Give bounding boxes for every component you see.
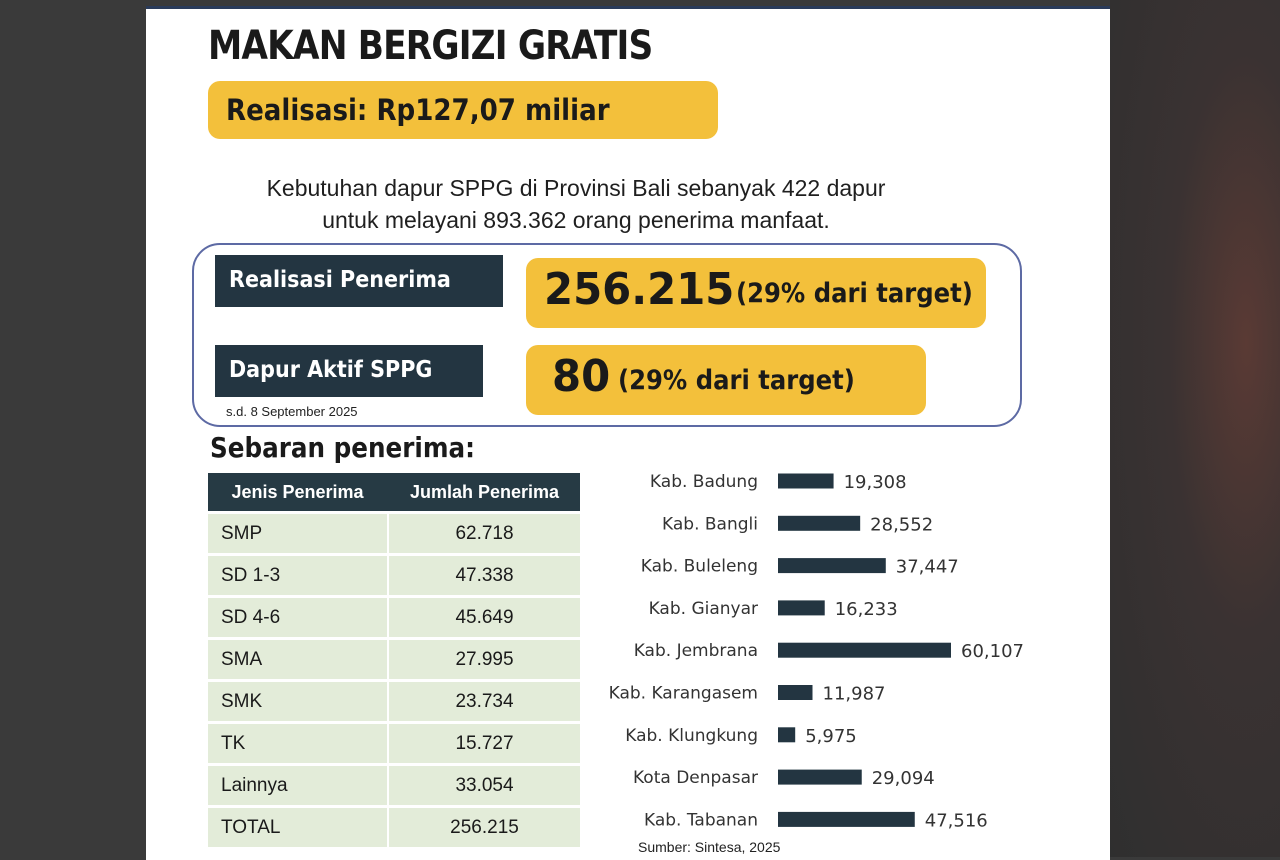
cell-jumlah: 47.338 — [389, 556, 580, 595]
value-label: 5,975 — [805, 726, 857, 747]
table-row-total: TOTAL 256.215 — [208, 808, 580, 847]
dapur-pct: (29% dari target) — [618, 365, 855, 396]
category-label: Kab. Karangasem — [609, 684, 758, 704]
bar — [778, 600, 825, 616]
table-row: SMP 62.718 — [208, 514, 580, 553]
cell-jenis: Lainnya — [208, 766, 387, 805]
penerima-table: Jenis Penerima Jumlah Penerima SMP 62.71… — [208, 473, 580, 847]
cell-jumlah: 256.215 — [389, 808, 580, 847]
cell-jenis: SD 1-3 — [208, 556, 387, 595]
cell-jumlah: 15.727 — [389, 724, 580, 763]
value-label: 19,308 — [844, 472, 907, 493]
cell-jumlah: 23.734 — [389, 682, 580, 721]
penerima-label: Realisasi Penerima — [229, 267, 451, 293]
value-label: 28,552 — [870, 514, 933, 535]
bar — [778, 685, 813, 700]
source-note: Sumber: Sintesa, 2025 — [638, 839, 781, 855]
value-label: 11,987 — [823, 684, 886, 705]
bar — [778, 769, 862, 785]
region-bar-chart: Kab. Badung 19,308 Kab. Bangli 28,552 Kab. B… — [609, 472, 1024, 831]
bar — [778, 515, 861, 531]
table-row: Lainnya 33.054 — [208, 766, 580, 805]
cell-jumlah: 27.995 — [389, 640, 580, 679]
cell-jumlah: 62.718 — [389, 514, 580, 553]
table-header: Jenis Penerima Jumlah Penerima — [208, 473, 580, 511]
realisasi-text: Realisasi: Rp127,07 miliar — [226, 93, 610, 127]
table-row: SMK 23.734 — [208, 682, 580, 721]
penerima-value-box: 256.215 (29% dari target) — [526, 258, 986, 328]
dapur-value: 80 — [552, 351, 611, 402]
description-line-1: Kebutuhan dapur SPPG di Provinsi Bali se… — [266, 175, 886, 201]
cell-jumlah: 33.054 — [389, 766, 580, 805]
cell-jenis: TOTAL — [208, 808, 387, 847]
category-label: Kab. Klungkung — [625, 726, 758, 746]
penerima-pct: (29% dari target) — [736, 278, 973, 309]
bar — [778, 642, 951, 658]
header-jumlah: Jumlah Penerima — [409, 481, 560, 502]
category-label: Kab. Gianyar — [649, 599, 758, 619]
realisasi-badge: Realisasi: Rp127,07 miliar — [208, 81, 718, 139]
cell-jenis: SMA — [208, 640, 387, 679]
cell-jenis: SMK — [208, 682, 387, 721]
table-row: TK 15.727 — [208, 724, 580, 763]
dapur-label-box: Dapur Aktif SPPG — [215, 345, 483, 397]
category-label: Kota Denpasar — [633, 768, 758, 788]
cell-jenis: SD 4-6 — [208, 598, 387, 637]
page-title: MAKAN BERGIZI GRATIS — [208, 23, 653, 69]
value-label: 37,447 — [896, 557, 959, 578]
infographic: MAKAN BERGIZI GRATIS Realisasi: Rp127,07… — [146, 6, 1110, 860]
as-of-date: s.d. 8 September 2025 — [226, 404, 358, 419]
bar — [778, 727, 796, 743]
value-label: 16,233 — [835, 599, 898, 620]
dapur-label: Dapur Aktif SPPG — [229, 357, 433, 383]
stats-box — [192, 243, 1022, 427]
description-line-2: untuk melayani 893.362 orang penerima ma… — [322, 207, 830, 233]
cell-jenis: SMP — [208, 514, 387, 553]
penerima-label-box: Realisasi Penerima — [215, 255, 503, 307]
category-label: Kab. Bangli — [662, 514, 758, 534]
cell-jenis: TK — [208, 724, 387, 763]
category-label: Kab. Jembrana — [634, 641, 758, 661]
category-label: Kab. Badung — [650, 472, 758, 492]
sebaran-title: Sebaran penerima: — [210, 431, 475, 464]
value-label: 60,107 — [961, 641, 1024, 662]
value-label: 29,094 — [872, 768, 935, 789]
bar — [778, 558, 886, 574]
table-row: SMA 27.995 — [208, 640, 580, 679]
cell-jumlah: 45.649 — [389, 598, 580, 637]
background-right — [1110, 0, 1280, 857]
bar — [778, 811, 915, 827]
value-label: 47,516 — [925, 810, 988, 831]
bar — [778, 473, 834, 489]
dapur-value-box: 80 (29% dari target) — [526, 345, 926, 415]
header-jenis: Jenis Penerima — [231, 481, 364, 502]
category-label: Kab. Buleleng — [641, 557, 758, 577]
table-row: SD 4-6 45.649 — [208, 598, 580, 637]
table-row: SD 1-3 47.338 — [208, 556, 580, 595]
penerima-value: 256.215 — [544, 264, 735, 315]
category-label: Kab. Tabanan — [644, 810, 758, 830]
